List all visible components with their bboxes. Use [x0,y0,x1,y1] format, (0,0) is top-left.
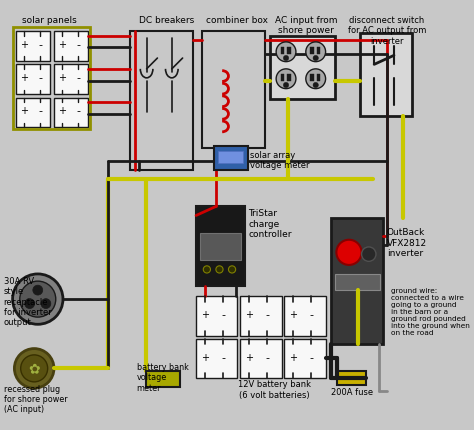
Text: -: - [221,310,225,319]
Circle shape [313,56,319,61]
Circle shape [20,282,56,317]
Bar [335,274,380,290]
Bar [196,339,237,378]
Circle shape [276,70,296,89]
Circle shape [362,247,376,262]
Circle shape [228,266,236,273]
Bar [337,371,366,386]
Bar [146,371,180,387]
Text: +: + [58,73,66,83]
Bar [200,234,241,261]
Text: AC input from
shore power: AC input from shore power [274,16,337,35]
Bar [284,297,326,336]
Text: solar panels: solar panels [22,16,77,25]
Bar [310,75,314,81]
Text: +: + [245,310,253,319]
Bar [214,147,248,170]
Bar [240,297,282,336]
Bar [284,339,326,378]
Circle shape [313,83,319,89]
Bar [331,218,383,344]
Bar [54,32,88,61]
Circle shape [276,43,296,62]
Text: 30A RV
style
receptacle
for inverter
output: 30A RV style receptacle for inverter out… [4,276,51,326]
Text: ground wire:
connected to a wire
going to a ground
in the barn or a
ground rod p: ground wire: connected to a wire going t… [391,288,470,336]
Bar [202,32,265,149]
Bar [317,48,320,55]
Text: ✿: ✿ [28,362,40,375]
Text: -: - [38,73,43,83]
Bar [16,65,50,95]
Text: -: - [76,73,80,83]
Bar [130,32,193,171]
Circle shape [25,299,35,309]
Text: solar array
voltage meter: solar array voltage meter [250,150,310,170]
Bar [16,98,50,128]
Text: +: + [20,40,28,49]
Bar [287,75,291,81]
Circle shape [337,240,362,265]
Text: combiner box: combiner box [206,16,267,25]
Text: TriStar
charge
controller: TriStar charge controller [248,209,292,239]
Text: -: - [38,106,43,116]
Bar [16,32,50,61]
Text: 200A fuse: 200A fuse [331,387,373,396]
Bar [281,75,284,81]
Bar [317,75,320,81]
Text: -: - [76,40,80,49]
Bar [13,28,90,130]
Text: +: + [20,73,28,83]
Text: -: - [265,310,269,319]
Bar [218,151,243,164]
Text: -: - [38,40,43,49]
Text: -: - [221,352,225,362]
Text: -: - [309,352,313,362]
Text: +: + [245,352,253,362]
Circle shape [41,299,51,309]
Circle shape [21,355,48,382]
Text: -: - [76,106,80,116]
Text: OutBack
VFX2812
inverter: OutBack VFX2812 inverter [387,227,427,257]
Text: +: + [289,310,297,319]
Circle shape [216,266,223,273]
Bar [54,98,88,128]
Text: battery bank
voltage
meter: battery bank voltage meter [137,362,189,392]
Text: +: + [58,106,66,116]
Text: -: - [309,310,313,319]
Text: +: + [201,352,209,362]
Bar [360,34,412,117]
Text: +: + [289,352,297,362]
Text: +: + [58,40,66,49]
Bar [270,37,335,99]
Text: +: + [20,106,28,116]
Circle shape [283,56,289,61]
Text: 12V battery bank
(6 volt batteries): 12V battery bank (6 volt batteries) [238,379,311,399]
Circle shape [306,70,326,89]
Text: +: + [201,310,209,319]
Bar [196,207,245,286]
Text: -: - [265,352,269,362]
Circle shape [203,266,210,273]
Bar [240,339,282,378]
Bar [281,48,284,55]
Bar [287,48,291,55]
Bar [310,48,314,55]
Text: recessed plug
for shore power
(AC input): recessed plug for shore power (AC input) [4,384,67,414]
Bar [196,297,237,336]
Bar [54,65,88,95]
Circle shape [306,43,326,62]
Circle shape [33,286,43,295]
Text: DC breakers: DC breakers [139,16,194,25]
Circle shape [14,349,54,388]
Text: disconnect switch
for AC output from
inverter: disconnect switch for AC output from inv… [347,16,426,46]
Circle shape [283,83,289,89]
Circle shape [13,274,63,325]
